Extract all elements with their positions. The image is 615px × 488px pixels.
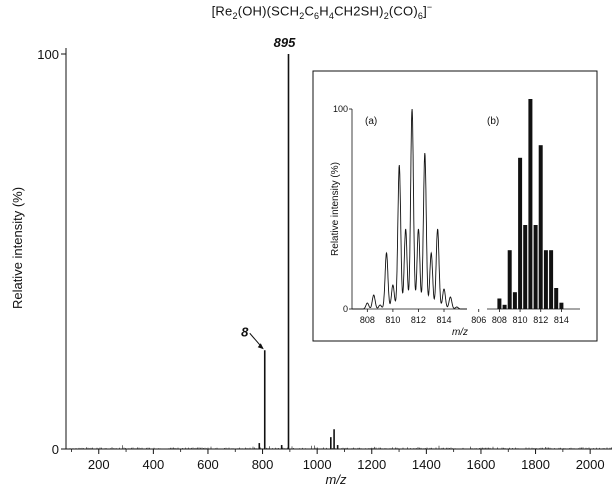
inset-a-tick-label-810: 810 [385, 315, 400, 325]
x-tick-label-1200: 1200 [357, 457, 386, 472]
x-tick-label-400: 400 [143, 457, 165, 472]
inset-b-bar-814 [559, 302, 564, 309]
main-y-axis-label: Relative intensity (%) [10, 187, 25, 309]
inset-b-bar-810.5 [523, 225, 528, 309]
inset-b-bars [497, 99, 564, 309]
inset-b-tick-label-810: 810 [513, 315, 528, 325]
y-tick-label-0: 0 [52, 442, 59, 457]
inset-b-bar-813 [549, 250, 554, 309]
main-x-ticks: 200 400 600 800 1000 1200 1400 1600 1800 2000 [71, 449, 605, 472]
inset-a-tick-label-814: 814 [436, 315, 451, 325]
x-tick-label-1000: 1000 [303, 457, 332, 472]
x-tick-label-600: 600 [197, 457, 219, 472]
inset-b-tick-label-814: 814 [554, 315, 569, 325]
inset-a-curve-path [352, 108, 467, 310]
inset-b-bar-811.5 [533, 225, 538, 309]
inset-panel-b-label: (b) [487, 116, 499, 127]
inset-a-x-ticks: 808 810 812 814 [360, 309, 452, 325]
peak-8-arrow [249, 332, 264, 350]
x-tick-label-1400: 1400 [412, 457, 441, 472]
inset-y-tick-label-100: 100 [333, 104, 348, 114]
inset-b-tick-label-806: 806 [471, 315, 486, 325]
main-peaks [69, 54, 612, 449]
inset-y-ticks: 0 100 [333, 104, 352, 314]
inset-panel-a-label: (a) [365, 116, 377, 127]
main-y-ticks: 0 100 [37, 47, 66, 457]
x-tick-label-800: 800 [252, 457, 274, 472]
inset-a-profile [352, 108, 467, 310]
inset-b-bar-813.5 [554, 288, 559, 309]
inset-b-tick-label-812: 812 [533, 315, 548, 325]
inset-b-bar-809.5 [512, 292, 517, 309]
inset-a-tick-label-812: 812 [411, 315, 426, 325]
x-tick-label-2000: 2000 [576, 457, 605, 472]
inset-b-tick-label-808: 808 [492, 315, 507, 325]
peak-label-895: 895 [274, 35, 296, 50]
inset-b-bar-809 [507, 250, 512, 309]
x-tick-label-200: 200 [88, 457, 110, 472]
main-x-axis-label: m/z [326, 472, 347, 487]
chart-title: [Re2(OH)(SCH2C6H4CH2SH)2(CO)6]− [211, 2, 433, 21]
inset-b-bar-808 [497, 298, 502, 309]
inset-x-axis-label: m/z [452, 327, 468, 338]
inset-b-bar-812.5 [543, 250, 548, 309]
inset-b-bar-812 [538, 145, 543, 309]
baseline-noise [69, 445, 612, 449]
inset-y-axis-label: Relative intensity (%) [330, 162, 341, 256]
inset-b-bar-810 [518, 157, 523, 309]
peak-label-8: 8 [241, 324, 249, 339]
inset-a-tick-label-808: 808 [360, 315, 375, 325]
y-tick-label-100: 100 [37, 47, 59, 62]
arrow-head [257, 343, 264, 350]
inset-y-tick-label-0: 0 [343, 304, 348, 314]
x-tick-label-1800: 1800 [521, 457, 550, 472]
inset-b-x-ticks: 806 808 810 812 814 [471, 309, 569, 325]
x-tick-label-1600: 1600 [466, 457, 495, 472]
inset-b-bar-811 [528, 99, 533, 309]
inset-b-bar-808.5 [502, 304, 507, 309]
